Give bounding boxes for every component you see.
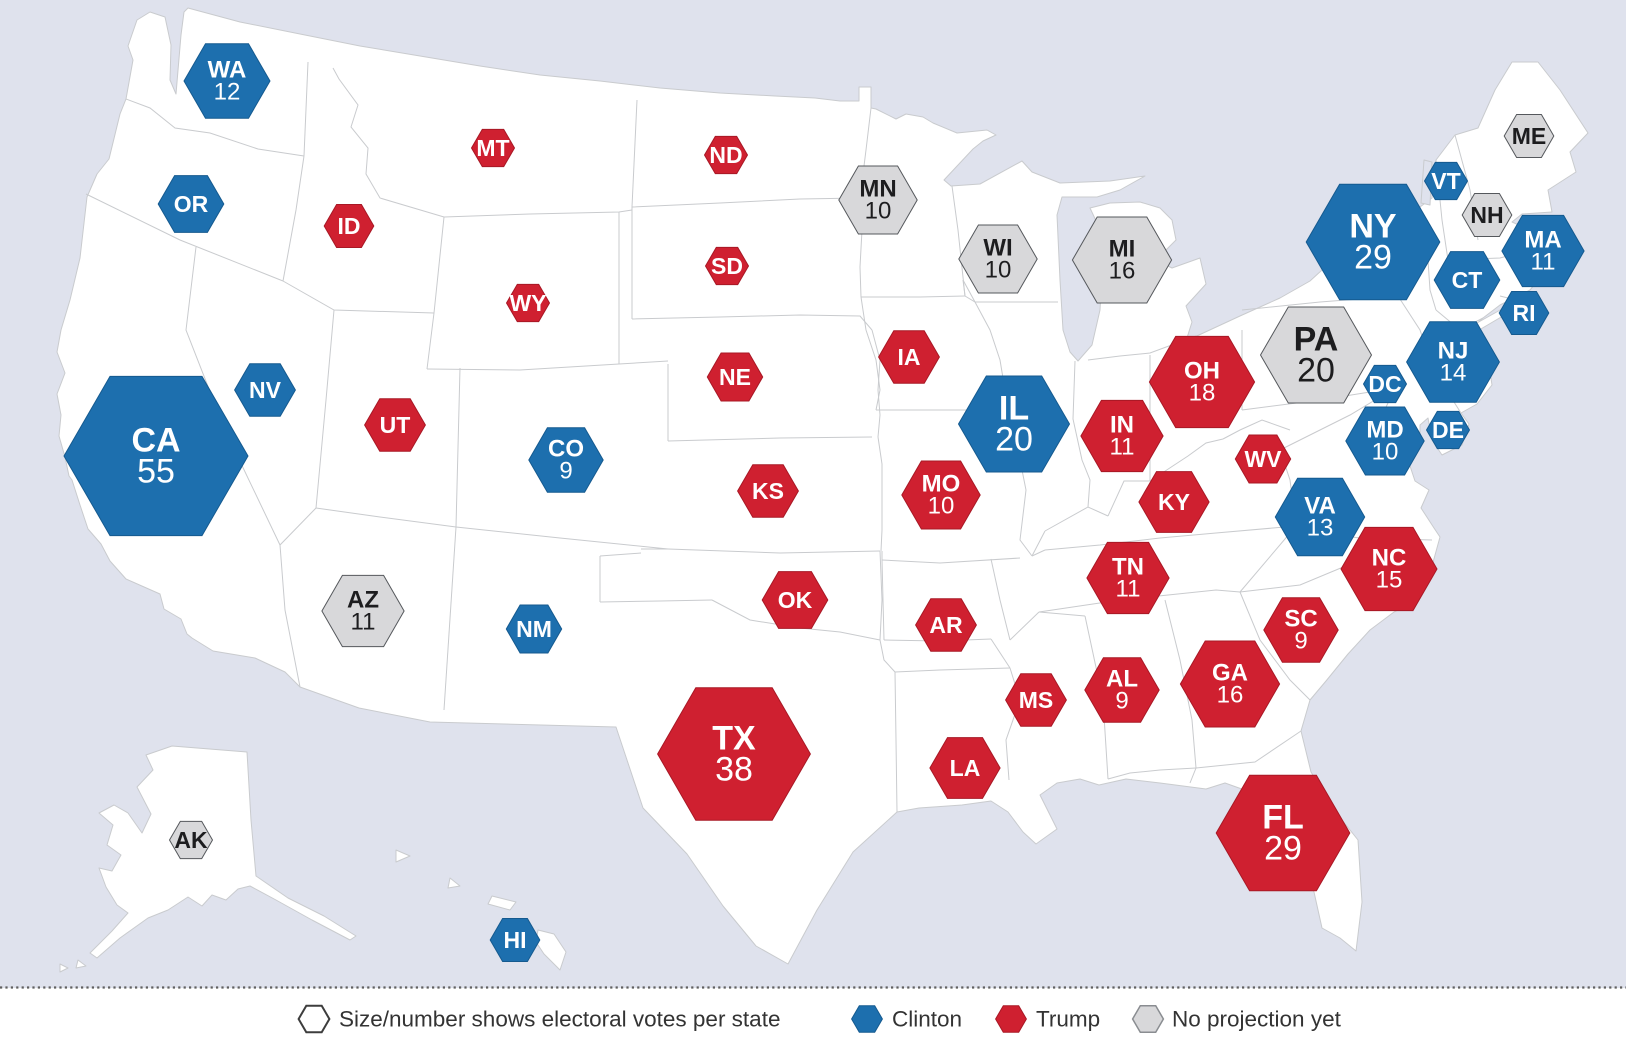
svg-text:HI: HI [504,927,527,953]
svg-text:11: 11 [1116,575,1141,602]
svg-text:RI: RI [1513,300,1536,326]
svg-text:DC: DC [1368,371,1401,397]
svg-text:ME: ME [1512,123,1547,149]
svg-text:55: 55 [137,452,175,490]
svg-text:20: 20 [995,420,1033,458]
svg-text:SD: SD [711,253,743,279]
svg-text:IA: IA [898,344,921,370]
svg-text:KY: KY [1158,489,1190,515]
svg-text:TX: TX [712,720,756,758]
svg-text:NM: NM [516,616,552,642]
svg-text:AK: AK [174,827,208,853]
svg-text:VT: VT [1431,168,1460,194]
svg-text:11: 11 [1531,248,1556,275]
svg-text:CA: CA [131,422,180,460]
svg-text:OR: OR [174,191,209,217]
svg-text:MI: MI [1109,236,1136,263]
svg-text:No projection yet: No projection yet [1172,1007,1342,1032]
svg-text:AR: AR [929,612,963,638]
svg-text:WI: WI [983,235,1012,262]
svg-text:OH: OH [1184,358,1220,385]
svg-text:VA: VA [1304,493,1336,520]
svg-text:IL: IL [999,390,1029,428]
svg-text:29: 29 [1354,238,1392,276]
svg-text:LA: LA [950,755,981,781]
svg-text:10: 10 [928,492,955,519]
svg-text:11: 11 [351,608,376,635]
svg-text:WY: WY [509,290,546,316]
svg-text:Size/number shows electoral vo: Size/number shows electoral votes per st… [339,1007,780,1032]
svg-text:16: 16 [1217,681,1244,708]
svg-text:IN: IN [1110,412,1134,439]
svg-text:13: 13 [1307,514,1334,541]
svg-text:9: 9 [1115,687,1128,714]
svg-text:NH: NH [1470,202,1503,228]
svg-text:MN: MN [859,176,896,203]
svg-text:11: 11 [1110,433,1135,460]
svg-text:PA: PA [1294,321,1339,359]
svg-text:SC: SC [1284,606,1317,633]
svg-text:CT: CT [1452,267,1483,293]
svg-text:UT: UT [380,412,411,438]
svg-text:KS: KS [752,478,784,504]
svg-text:AL: AL [1106,666,1138,693]
svg-text:9: 9 [559,457,572,484]
svg-text:ID: ID [338,213,361,239]
svg-text:16: 16 [1109,257,1136,284]
svg-text:TN: TN [1112,554,1144,581]
svg-text:AZ: AZ [347,587,379,614]
svg-text:FL: FL [1262,799,1304,837]
svg-text:38: 38 [715,750,753,788]
svg-text:MA: MA [1524,227,1561,254]
svg-text:OK: OK [778,587,813,613]
svg-text:NJ: NJ [1438,338,1469,365]
svg-text:ND: ND [709,142,742,168]
svg-text:9: 9 [1294,627,1307,654]
svg-text:Clinton: Clinton [892,1007,962,1032]
svg-text:Trump: Trump [1036,1007,1100,1032]
svg-text:10: 10 [985,256,1012,283]
svg-text:10: 10 [865,197,892,224]
svg-text:WA: WA [208,57,247,84]
svg-text:18: 18 [1189,379,1216,406]
svg-text:14: 14 [1440,359,1467,386]
svg-text:20: 20 [1297,351,1335,389]
svg-text:DE: DE [1432,417,1464,443]
svg-text:MO: MO [922,471,961,498]
svg-text:15: 15 [1376,566,1403,593]
svg-text:12: 12 [214,78,241,105]
svg-text:NY: NY [1349,208,1397,246]
svg-text:MT: MT [476,135,509,161]
svg-text:NV: NV [249,377,282,403]
svg-text:NE: NE [719,364,751,390]
svg-text:10: 10 [1372,438,1399,465]
svg-text:MS: MS [1019,687,1054,713]
svg-text:MD: MD [1366,417,1403,444]
svg-text:NC: NC [1372,545,1407,572]
svg-text:WV: WV [1244,446,1282,472]
svg-text:29: 29 [1264,829,1302,867]
svg-text:CO: CO [548,436,584,463]
svg-text:GA: GA [1212,660,1248,687]
